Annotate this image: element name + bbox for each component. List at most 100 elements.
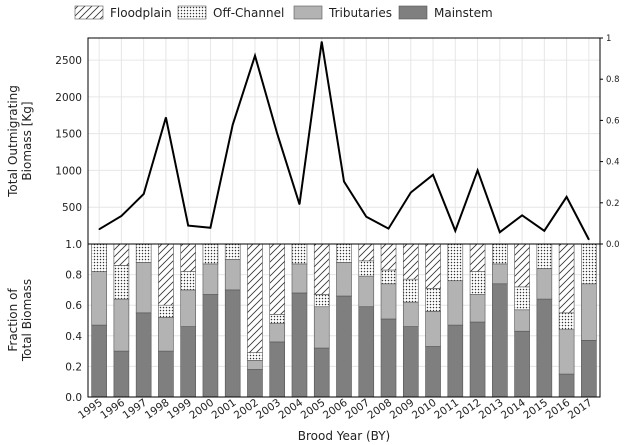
bar-2012-off-channel	[469, 271, 486, 295]
biomass-point-2004	[298, 203, 301, 205]
legend-swatch-tributaries	[293, 5, 323, 20]
biomass-point-2016	[566, 196, 568, 198]
x-tick-label-2010: 2010	[410, 397, 439, 422]
x-tick-label-2000: 2000	[187, 397, 216, 422]
bottom-stacked-bars	[91, 243, 597, 398]
bar-2001-off-channel	[224, 243, 241, 260]
bottom-y-axis-label-line-1: Fraction of	[6, 288, 20, 352]
bottom-frame	[87, 243, 601, 398]
bar-2014-mainstem	[514, 330, 530, 398]
bar-2011-off-channel	[447, 243, 464, 282]
biomass-point-2017	[588, 238, 590, 241]
top-y-tick-label-1000: 1000	[55, 165, 82, 177]
bottom-y-tick-label-0.8: 0.8	[65, 270, 82, 282]
biomass-point-1999	[187, 225, 189, 227]
biomass-point-2000	[209, 227, 212, 229]
bar-2001-tributaries	[224, 258, 241, 291]
bar-2010-off-channel	[425, 288, 441, 312]
x-tick-label-2003: 2003	[254, 397, 283, 422]
bar-2016-off-channel	[558, 312, 575, 330]
top-right-tick-label-0.0: 0.0	[606, 240, 620, 250]
legend-label-mainstem: Mainstem	[434, 6, 493, 20]
top-line-panel: 500 1000 1500 2000 2500 0.0 0.2 0.4 0.6 0.8 1 Tot…	[6, 34, 620, 250]
bar-2015-tributaries	[536, 268, 553, 300]
bottom-y-axis-label-line-2: Total Biomass	[20, 279, 34, 362]
bar-2012-mainstem	[469, 321, 486, 398]
bar-2003-off-channel	[269, 314, 286, 324]
bar-2008-mainstem	[380, 318, 397, 398]
bottom-x-ticks: 1995199619971998199920002001200220032004…	[76, 396, 595, 421]
bar-2002-mainstem	[247, 369, 263, 398]
bar-2003-floodplain	[269, 243, 286, 315]
bar-2011-mainstem	[447, 324, 464, 398]
biomass-point-2012	[476, 169, 479, 172]
bar-2017-off-channel	[581, 243, 597, 285]
bar-2007-mainstem	[358, 306, 375, 398]
bar-2004-tributaries	[291, 263, 308, 294]
biomass-point-2011	[454, 230, 456, 232]
top-y-tick-label-2000: 2000	[55, 92, 82, 104]
top-right-tick-label-0.2: 0.2	[606, 199, 620, 209]
bottom-y-tick-label-0.0: 0.0	[65, 392, 82, 404]
bar-1998-floodplain	[158, 243, 174, 306]
bottom-y-tick-label-0.2: 0.2	[65, 361, 82, 373]
top-right-tick-label-0.8: 0.8	[606, 75, 620, 85]
bar-2012-tributaries	[469, 294, 486, 323]
bar-2007-off-channel	[358, 260, 375, 277]
bar-2008-off-channel	[380, 269, 397, 285]
bottom-y-ticks: 0.0 0.2 0.4 0.6 0.8 1.0	[65, 239, 82, 404]
bar-1996-mainstem	[113, 350, 130, 398]
bar-2013-off-channel	[492, 243, 508, 265]
bar-2010-mainstem	[425, 346, 441, 398]
biomass-point-2009	[410, 191, 412, 194]
bar-2007-floodplain	[358, 243, 375, 262]
bar-1997-tributaries	[135, 262, 152, 314]
top-y-ticks: 500 1000 1500 2000 2500	[55, 55, 82, 214]
bar-2006-tributaries	[336, 262, 352, 297]
bar-2006-off-channel	[336, 243, 352, 263]
bar-2003-tributaries	[269, 323, 286, 343]
biomass-point-1997	[143, 193, 145, 195]
bar-2017-tributaries	[581, 283, 597, 341]
bar-1995-tributaries	[91, 271, 107, 326]
bar-2015-mainstem	[536, 298, 553, 398]
bar-2003-mainstem	[269, 341, 286, 398]
legend: Floodplain Off-Channel Tributaries Mainstem	[74, 5, 493, 20]
x-tick-label-2008: 2008	[365, 397, 394, 422]
biomass-point-2010	[432, 174, 434, 176]
x-axis-label: Brood Year (BY)	[298, 429, 391, 443]
bar-2005-tributaries	[313, 306, 330, 349]
bar-1999-mainstem	[180, 326, 196, 398]
biomass-point-2015	[543, 230, 545, 232]
bar-1998-tributaries	[158, 317, 174, 352]
biomass-point-2005	[321, 41, 323, 43]
top-y-axis-label-line-1: Total Outmigrating	[6, 85, 20, 198]
top-y-tick-label-2500: 2500	[55, 55, 82, 67]
bar-1997-off-channel	[135, 243, 152, 263]
biomass-point-2001	[232, 124, 234, 126]
biomass-point-1995	[98, 228, 100, 230]
biomass-point-2014	[521, 214, 523, 216]
biomass-point-1996	[120, 215, 122, 217]
bar-2009-off-channel	[402, 278, 419, 303]
bar-1996-floodplain	[113, 243, 130, 266]
bar-2013-tributaries	[492, 263, 508, 285]
x-tick-label-2013: 2013	[477, 397, 506, 422]
legend-label-floodplain: Floodplain	[110, 6, 172, 20]
bar-2013-mainstem	[492, 283, 508, 398]
bar-2017-mainstem	[581, 340, 597, 398]
bar-2009-floodplain	[402, 243, 419, 280]
bar-1995-off-channel	[91, 243, 107, 272]
biomass-point-2006	[343, 180, 345, 183]
biomass-point-2003	[276, 133, 278, 135]
x-tick-label-2015: 2015	[521, 397, 550, 422]
bottom-bar-panel: 0.0 0.2 0.4 0.6 0.8 1.0 199519961997199819992…	[6, 239, 601, 443]
bar-2014-floodplain	[514, 243, 530, 288]
x-tick-label-1997: 1997	[121, 397, 150, 422]
bar-2005-floodplain	[313, 243, 330, 295]
bar-2011-tributaries	[447, 280, 464, 326]
bar-2005-off-channel	[313, 294, 330, 308]
x-tick-label-2002: 2002	[232, 397, 261, 422]
biomass-point-2013	[499, 231, 501, 233]
